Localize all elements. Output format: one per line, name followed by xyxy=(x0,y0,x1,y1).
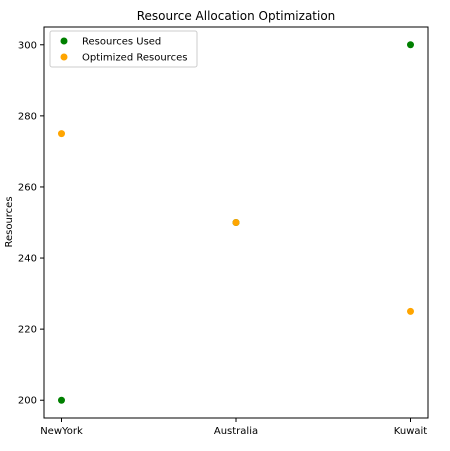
points-layer xyxy=(58,41,414,404)
legend-label-optimized-resources: Optimized Resources xyxy=(82,53,187,64)
legend-box xyxy=(49,30,198,68)
x-tick-label-kuwait: Kuwait xyxy=(394,426,427,437)
legend: Resources Used Optimized Resources xyxy=(49,30,198,68)
x-tick-label-australia: Australia xyxy=(214,426,258,437)
y-axis-label: Resources xyxy=(4,196,15,247)
legend-marker-optimized-resources xyxy=(60,53,68,61)
y-tick-label-280: 280 xyxy=(18,111,37,122)
y-tick-label-260: 260 xyxy=(18,182,37,193)
y-tick-label-300: 300 xyxy=(18,40,37,51)
point-optimized-resources-newyork xyxy=(58,130,65,138)
chart-title: Resource Allocation Optimization xyxy=(137,9,336,23)
point-optimized-resources-australia xyxy=(232,219,240,226)
y-tick-label-220: 220 xyxy=(18,325,37,336)
y-tick-label-240: 240 xyxy=(18,254,37,265)
point-resources-used-kuwait xyxy=(407,41,414,49)
point-optimized-resources-kuwait xyxy=(407,307,414,315)
x-tick-label-newyork: NewYork xyxy=(40,426,83,437)
plot-frame xyxy=(43,26,429,419)
y-tick-label-200: 200 xyxy=(18,396,37,407)
legend-label-resources-used: Resources Used xyxy=(82,37,161,48)
ticks-layer: NewYork Australia Kuwait 200 220 240 260 280 300 xyxy=(18,40,427,437)
legend-marker-resources-used xyxy=(60,37,68,45)
point-resources-used-newyork xyxy=(58,396,65,404)
